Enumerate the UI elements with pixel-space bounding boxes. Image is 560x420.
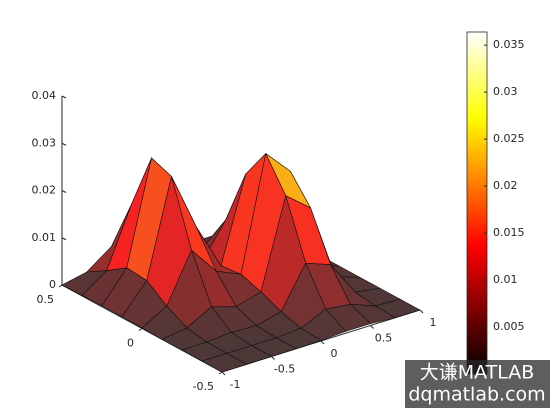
colorbar-tick-label: 0.025 bbox=[493, 132, 525, 145]
colorbar-tick-label: 0.02 bbox=[493, 179, 518, 192]
y-tick bbox=[138, 328, 143, 331]
x-tick bbox=[221, 371, 226, 376]
z-tick bbox=[61, 95, 67, 99]
watermark-line1: 大谦MATLAB bbox=[420, 362, 535, 384]
y-tick-label: 0 bbox=[127, 337, 134, 350]
colorbar-tick-label: 0.03 bbox=[493, 85, 518, 98]
z-tick bbox=[61, 237, 67, 241]
z-tick bbox=[61, 142, 67, 146]
y-tick bbox=[218, 371, 223, 375]
x-tick bbox=[370, 325, 374, 329]
x-tick bbox=[271, 356, 275, 360]
z-tick bbox=[61, 190, 67, 193]
colorbar-tick-label: 0.035 bbox=[493, 38, 525, 51]
y-tick bbox=[58, 284, 63, 288]
x-tick-label: 0 bbox=[331, 347, 338, 360]
z-tick-label: 0.01 bbox=[32, 231, 57, 244]
x-tick bbox=[320, 340, 325, 345]
z-tick-label: 0 bbox=[49, 278, 56, 291]
colorbar bbox=[466, 31, 488, 375]
surface-cell bbox=[201, 353, 248, 373]
x-tick bbox=[419, 309, 424, 314]
z-tick-label: 0.03 bbox=[32, 136, 57, 149]
watermark-line2: dqmatlab.com bbox=[408, 384, 545, 406]
y-tick-label: -0.5 bbox=[193, 380, 214, 393]
x-tick-label: 1 bbox=[430, 316, 437, 329]
watermark: 大谦MATLAB dqmatlab.com bbox=[405, 360, 550, 408]
watermark-box bbox=[405, 360, 550, 408]
colorbar-tick-label: 0.01 bbox=[493, 273, 518, 286]
z-tick-label: 0.04 bbox=[32, 89, 57, 102]
x-tick-label: 0.5 bbox=[375, 332, 393, 345]
x-tick-label: -0.5 bbox=[274, 363, 295, 376]
colorbar-tick-label: 0.005 bbox=[493, 320, 525, 333]
colorbar-tick-label: 0.015 bbox=[493, 226, 525, 239]
z-tick-label: 0.02 bbox=[32, 184, 57, 197]
x-tick-label: -1 bbox=[230, 378, 241, 391]
y-tick-label: 0.5 bbox=[37, 293, 55, 306]
